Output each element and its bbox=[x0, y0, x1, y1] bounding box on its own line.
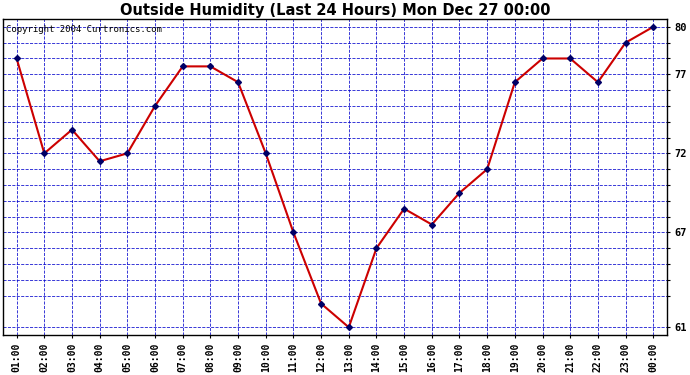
Text: Copyright 2004 Curtronics.com: Copyright 2004 Curtronics.com bbox=[6, 25, 162, 34]
Title: Outside Humidity (Last 24 Hours) Mon Dec 27 00:00: Outside Humidity (Last 24 Hours) Mon Dec… bbox=[119, 3, 550, 18]
